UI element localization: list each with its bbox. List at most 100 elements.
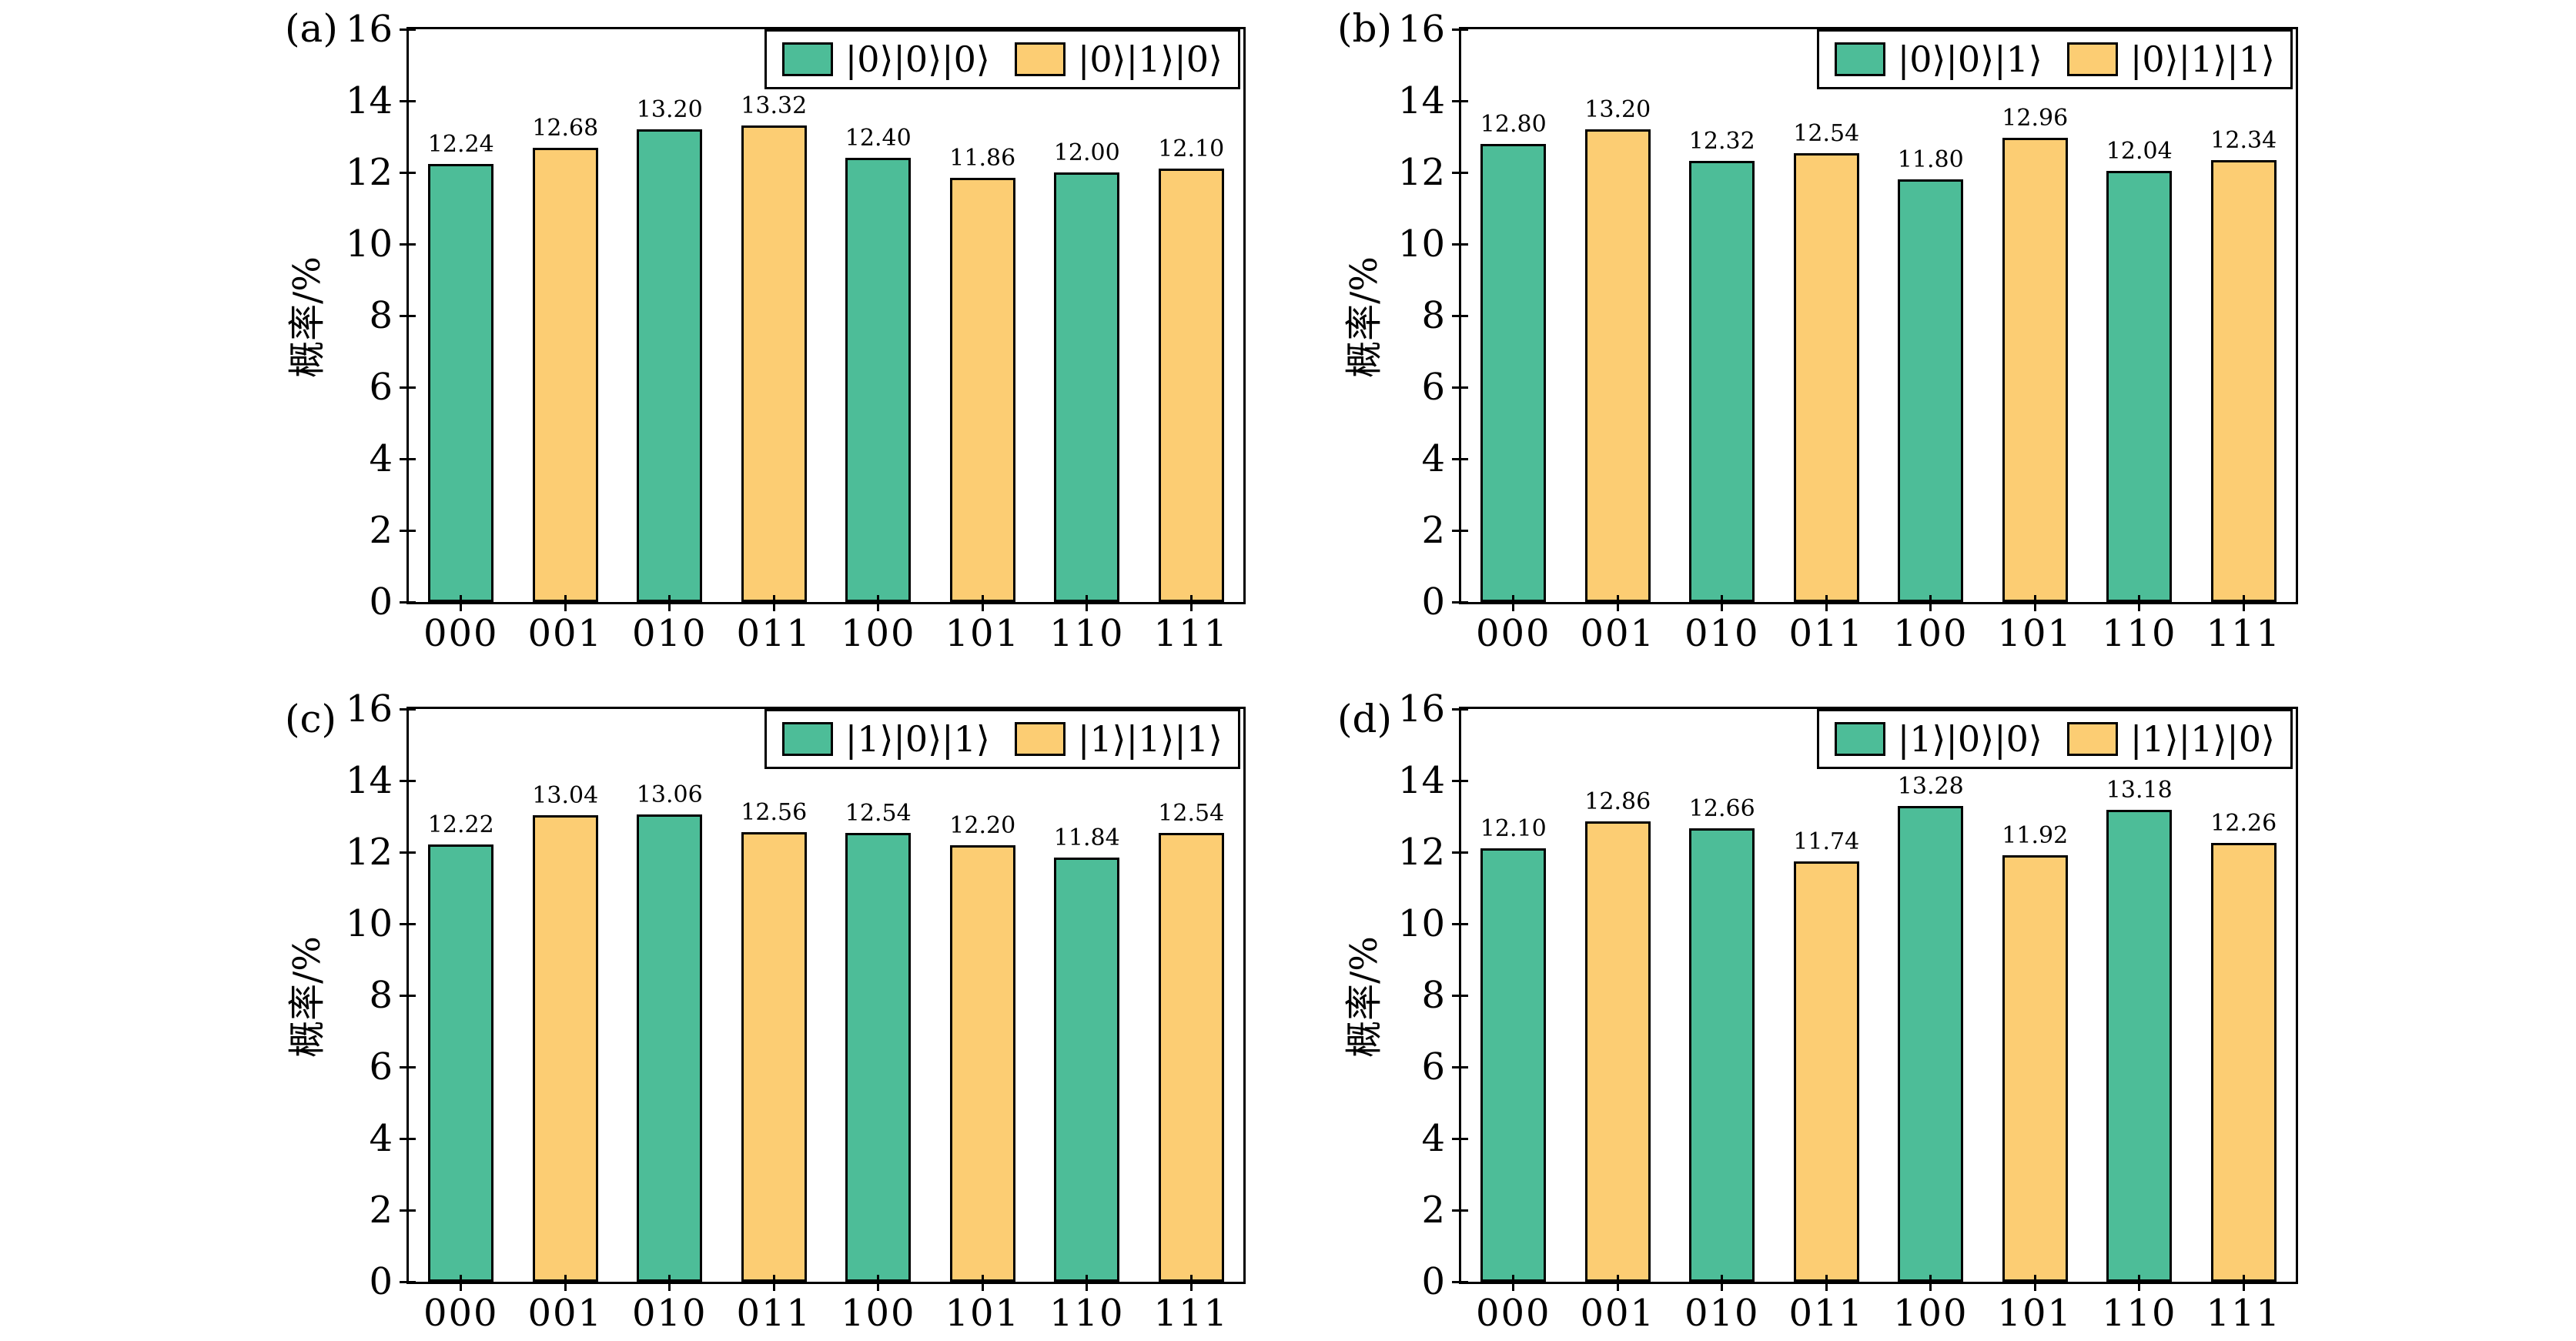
y-tick-label: 2 (1421, 1189, 1445, 1232)
x-tick-mark (460, 1275, 463, 1291)
y-tick-label: 0 (1421, 580, 1445, 624)
x-tick-mark (2138, 1275, 2141, 1291)
legend-label: |1⟩|1⟩|0⟩ (2129, 718, 2275, 760)
y-tick-mark (400, 779, 416, 782)
y-tick-label: 0 (1421, 1260, 1445, 1303)
bar (845, 832, 912, 1282)
x-tick-label: 001 (1580, 612, 1656, 655)
bar (1054, 858, 1120, 1282)
y-tick-mark (400, 1280, 416, 1283)
x-tick-mark (1189, 595, 1193, 611)
x-tick-mark (1616, 595, 1619, 611)
y-tick-label: 6 (1421, 366, 1445, 409)
panel-label: (a) (285, 6, 338, 51)
y-tick-mark (400, 529, 416, 532)
bar-value-label: 12.54 (1793, 119, 1860, 147)
bar-value-label: 12.54 (845, 799, 912, 827)
bar-value-label: 12.34 (2210, 127, 2277, 155)
x-tick-label: 101 (945, 612, 1021, 655)
bar-value-label: 12.96 (2002, 105, 2069, 132)
legend-swatch (2066, 42, 2118, 76)
legend-label: |0⟩|0⟩|0⟩ (845, 38, 990, 80)
x-tick-mark (2033, 595, 2036, 611)
x-tick-mark (981, 595, 984, 611)
bar (1793, 861, 1859, 1282)
bar (949, 177, 1015, 602)
x-tick-label: 101 (945, 1292, 1021, 1335)
y-tick-mark (1452, 529, 1468, 532)
bar-value-label: 13.28 (1897, 773, 1964, 801)
x-tick-mark (1086, 595, 1089, 611)
x-tick-label: 110 (1049, 1292, 1125, 1335)
bar (949, 844, 1015, 1282)
legend-label: |1⟩|0⟩|1⟩ (845, 718, 990, 760)
y-tick-mark (1452, 779, 1468, 782)
y-tick-label: 12 (345, 831, 393, 874)
y-tick-label: 10 (1397, 902, 1445, 945)
x-tick-mark (981, 1275, 984, 1291)
x-tick-mark (877, 1275, 880, 1291)
y-tick-label: 16 (1397, 8, 1445, 51)
plot-area: 0 2 4 6 8 10 12 14 16 12.80 000 13.20 001 12.32 010 12.… (1398, 11, 2298, 652)
y-tick-label: 8 (369, 974, 393, 1017)
y-tick-label: 6 (369, 1045, 393, 1089)
y-tick-mark (1452, 171, 1468, 174)
y-tick-label: 10 (1397, 222, 1445, 266)
bar-value-label: 12.04 (2106, 138, 2173, 166)
x-tick-label: 011 (736, 1292, 812, 1335)
y-tick-mark (400, 600, 416, 604)
x-tick-label: 100 (840, 1292, 916, 1335)
bar (1584, 821, 1651, 1282)
bar-value-label: 11.86 (949, 144, 1016, 172)
y-tick-mark (400, 922, 416, 925)
x-tick-mark (668, 1275, 671, 1291)
legend-label: |0⟩|1⟩|1⟩ (2129, 38, 2275, 80)
bar-value-label: 12.68 (532, 115, 599, 142)
x-tick-mark (564, 1275, 567, 1291)
x-tick-label: 101 (1997, 1292, 2073, 1335)
y-tick-mark (1452, 457, 1468, 460)
bar (1689, 828, 1755, 1282)
legend-swatch (2066, 722, 2118, 756)
legend-label: |1⟩|1⟩|1⟩ (1077, 718, 1223, 760)
x-tick-label: 111 (1153, 612, 1229, 655)
x-tick-label: 111 (2206, 612, 2282, 655)
bar (637, 129, 703, 602)
bar (637, 814, 703, 1282)
y-tick-mark (400, 851, 416, 854)
bar-value-label: 13.18 (2106, 777, 2173, 804)
x-tick-label: 100 (840, 612, 916, 655)
y-tick-mark (400, 314, 416, 317)
x-tick-label: 110 (2101, 1292, 2177, 1335)
y-tick-mark (400, 1065, 416, 1068)
x-tick-mark (2242, 1275, 2245, 1291)
y-tick-mark (400, 242, 416, 246)
y-tick-label: 4 (1421, 1117, 1445, 1160)
bar (1158, 169, 1224, 602)
bar-value-label: 13.20 (1584, 96, 1651, 124)
panel-label: (c) (285, 697, 337, 741)
bar (2210, 842, 2277, 1282)
bar (1480, 848, 1547, 1282)
y-tick-label: 4 (369, 1117, 393, 1160)
bar (2106, 171, 2173, 602)
bar-value-label: 11.80 (1897, 146, 1964, 174)
bar-value-label: 12.10 (1158, 135, 1225, 163)
panel-d: (d) 概率/% 0 2 4 6 8 10 12 14 16 12.10 000 12.86 001 12.6… (1288, 670, 2576, 1341)
bar (1158, 832, 1224, 1282)
bar (1480, 143, 1547, 602)
x-tick-mark (1929, 595, 1932, 611)
bar-value-label: 13.06 (636, 781, 703, 808)
y-tick-mark (400, 457, 416, 460)
x-tick-mark (772, 595, 775, 611)
y-axis-title: 概率/% (286, 936, 329, 1058)
legend: |1⟩|0⟩|0⟩ |1⟩|1⟩|0⟩ (1816, 709, 2293, 769)
y-tick-mark (1452, 1065, 1468, 1068)
y-tick-label: 4 (369, 437, 393, 480)
x-tick-label: 000 (423, 612, 499, 655)
panel-label: (d) (1337, 697, 1393, 741)
bar (1898, 806, 1964, 1282)
bar-value-label: 12.40 (845, 125, 912, 152)
bar (2002, 854, 2068, 1282)
